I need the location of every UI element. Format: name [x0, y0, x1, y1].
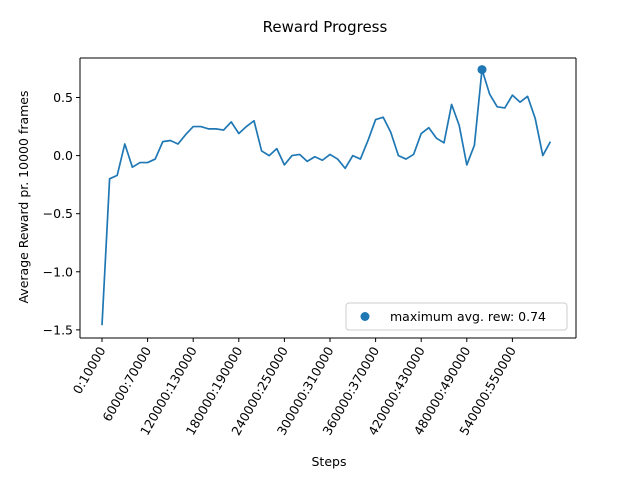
- max-point-marker: [477, 65, 487, 75]
- y-tick-label: −0.5: [43, 206, 73, 221]
- legend: maximum avg. rew: 0.74: [345, 302, 568, 331]
- legend-label: maximum avg. rew: 0.74: [390, 309, 546, 324]
- y-axis-label: Average Reward pr. 10000 frames: [16, 90, 31, 303]
- y-tick-label: 0.5: [53, 90, 73, 105]
- y-axis-ticks: −1.5 −1.0 −0.5 0.0 0.5: [43, 90, 80, 337]
- plot-area: [79, 57, 577, 339]
- chart-title: Reward Progress: [263, 18, 388, 36]
- y-tick-label: 0.0: [53, 148, 73, 163]
- legend-box: [345, 302, 568, 331]
- y-tick-label: −1.5: [43, 322, 73, 337]
- series-line: [101, 68, 552, 326]
- x-axis-label: Steps: [312, 454, 347, 469]
- y-tick-label: −1.0: [43, 264, 73, 279]
- legend-marker: [360, 312, 370, 321]
